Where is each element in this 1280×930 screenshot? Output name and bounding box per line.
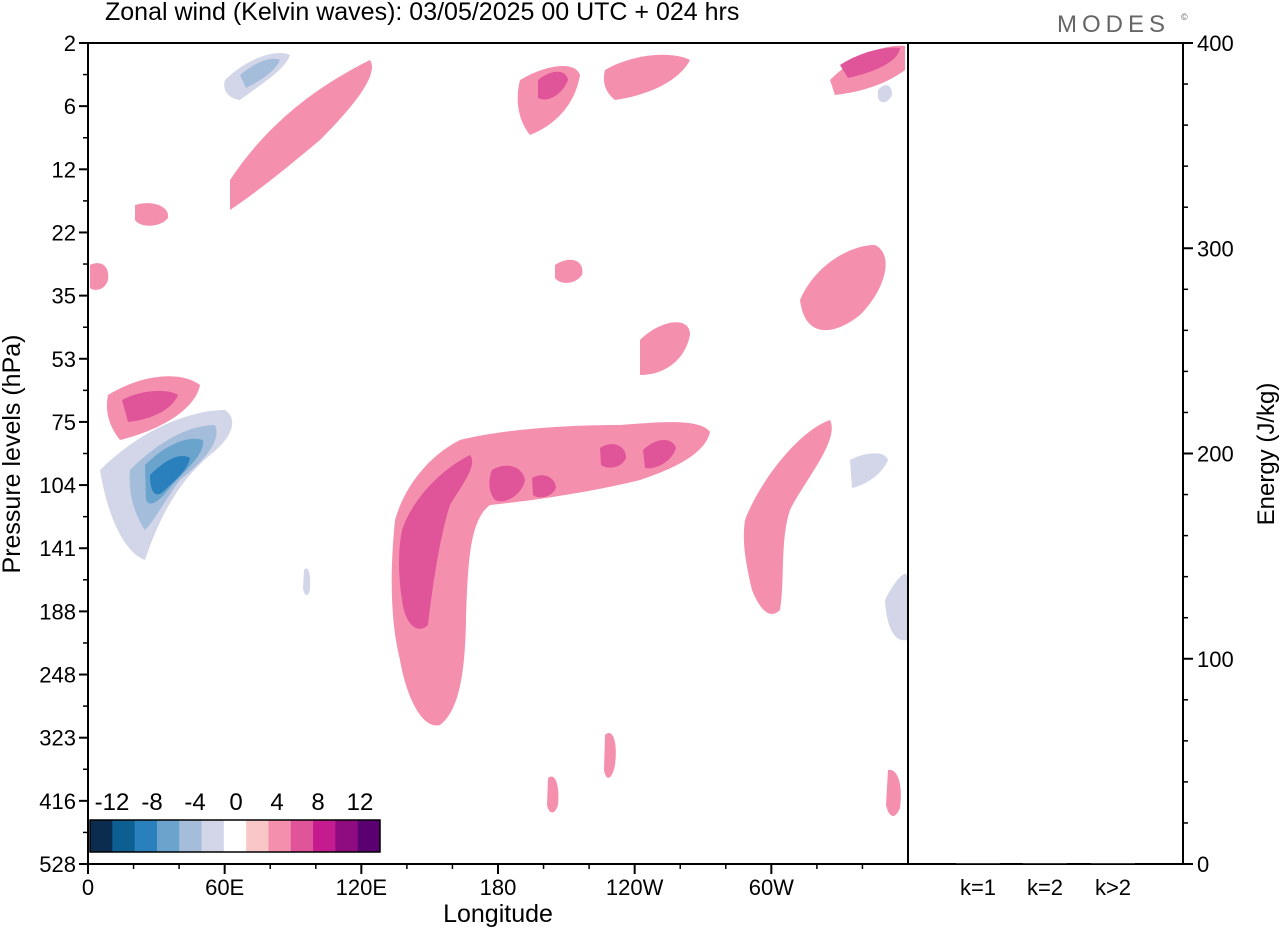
contour-pos-core (600, 444, 626, 468)
colorbar-label: 8 (311, 789, 324, 816)
colorbar-swatch (290, 820, 314, 852)
contour-neg-patch (336, 547, 354, 641)
contour-neg-patch (150, 283, 196, 335)
colorbar-label: -8 (141, 789, 162, 816)
contour-pos-patch (604, 733, 616, 778)
contour-pos-tongue (391, 422, 710, 726)
y-tick-label: 323 (39, 726, 76, 751)
contour-neg-patch (518, 159, 585, 225)
colorbar-swatch (223, 820, 247, 852)
contour-neg-patch (90, 55, 180, 105)
brand-logo-mark: © (1181, 12, 1188, 22)
energy-tick-label: 200 (1197, 442, 1234, 467)
contour-neg-core (850, 453, 888, 488)
contour-neg-patch (300, 517, 320, 625)
contour-pos-patch (90, 263, 109, 290)
contour-pos-core (643, 439, 676, 469)
y-tick-label: 248 (39, 663, 76, 688)
contour-pos-patch (603, 54, 690, 100)
contour-pos-patch (640, 322, 690, 375)
contour-pos-core (538, 71, 568, 100)
x-tick-label: 60E (205, 875, 244, 900)
contour-neg-patch (614, 504, 661, 650)
contour-pos-patch (555, 259, 583, 283)
y-tick-label: 416 (39, 789, 76, 814)
colorbar-label: -4 (184, 789, 205, 816)
contour-neg-patch (215, 250, 300, 335)
colorbar-swatch (268, 820, 292, 852)
colorbar-swatch (90, 820, 113, 852)
x-tick-label: 0 (82, 875, 94, 900)
energy-bar (956, 863, 1000, 864)
contour-pos-patch (743, 420, 832, 614)
colorbar-swatch (134, 820, 158, 852)
contour-pos-core (122, 390, 178, 422)
colorbar-label: -12 (95, 789, 130, 816)
colorbar-label: 4 (270, 789, 283, 816)
colorbar: -12 -8 -4 0 4 8 12 (89, 789, 381, 853)
y-tick-label: 141 (39, 536, 76, 561)
colorbar-swatch (357, 820, 381, 852)
energy-category-label: k=2 (1027, 875, 1063, 900)
colorbar-label: 12 (347, 789, 374, 816)
energy-bar (1091, 863, 1135, 864)
contour-field (88, 43, 908, 816)
energy-tick-label: 0 (1197, 852, 1209, 877)
contour-neg-core (885, 573, 907, 641)
contour-pos-core (489, 465, 525, 502)
colorbar-swatch (201, 820, 225, 852)
contour-neg-core (303, 568, 311, 596)
contour-neg-patch (672, 716, 691, 784)
y-tick-label: 35 (52, 284, 76, 309)
x-tick-label: 120E (336, 875, 387, 900)
colorbar-swatch (112, 820, 136, 852)
y-tick-label: 6 (64, 94, 76, 119)
x-tick-label: 120W (606, 875, 664, 900)
contour-pos-core (840, 47, 900, 78)
energy-axis-label: Energy (J/kg) (1253, 383, 1280, 526)
x-tick-label: 60W (749, 875, 794, 900)
x-tick-label: 180 (480, 875, 517, 900)
y-tick-label: 104 (39, 473, 76, 498)
energy-category-label: k>2 (1095, 875, 1131, 900)
y-tick-label: 2 (64, 31, 76, 56)
contour-pos-patch (135, 203, 169, 226)
contour-pos-patch (547, 776, 559, 813)
contour-pos-patch (800, 245, 886, 331)
chart-title: Zonal wind (Kelvin waves): 03/05/2025 00… (105, 0, 739, 26)
colorbar-frame (89, 819, 381, 853)
contour-neg-core (150, 455, 190, 495)
colorbar-swatch (335, 820, 359, 852)
contour-neg-core (240, 58, 280, 88)
colorbar-swatch (246, 820, 269, 852)
contour-pos-patch (230, 60, 372, 210)
x-axis: 0 60E 120E 180 120W 60W (82, 864, 864, 900)
colorbar-label: 0 (229, 789, 242, 816)
energy-tick-label: 400 (1197, 31, 1234, 56)
energy-tick-label: 100 (1197, 647, 1234, 672)
y-tick-label: 12 (52, 157, 76, 182)
y-tick-label: 75 (52, 410, 76, 435)
brand-logo-text: MODES (1057, 11, 1170, 38)
y-tick-label: 528 (39, 852, 76, 877)
contour-neg-core (878, 85, 892, 103)
contour-pos-core (532, 475, 556, 498)
energy-tick-label: 300 (1197, 236, 1234, 261)
colorbar-swatch (313, 820, 336, 852)
contour-pos-core (399, 455, 473, 629)
y-tick-label: 22 (52, 220, 76, 245)
colorbar-swatch (156, 820, 180, 852)
energy-axis: 0 100 200 300 400 k=1 k=2 k>2 (956, 31, 1234, 900)
y-tick-label: 53 (52, 347, 76, 372)
energy-category-label: k=1 (960, 875, 996, 900)
x-axis-label: Longitude (443, 900, 553, 928)
contour-neg-patch (820, 425, 905, 550)
colorbar-swatch (179, 820, 203, 852)
y-tick-label: 188 (39, 599, 76, 624)
contour-pos-patch (886, 769, 901, 816)
y-axis-label: Pressure levels (hPa) (0, 335, 26, 574)
energy-bar (1023, 863, 1067, 864)
y-axis: 2 6 12 22 35 53 75 104 141 188 248 323 416 528 (39, 31, 88, 877)
